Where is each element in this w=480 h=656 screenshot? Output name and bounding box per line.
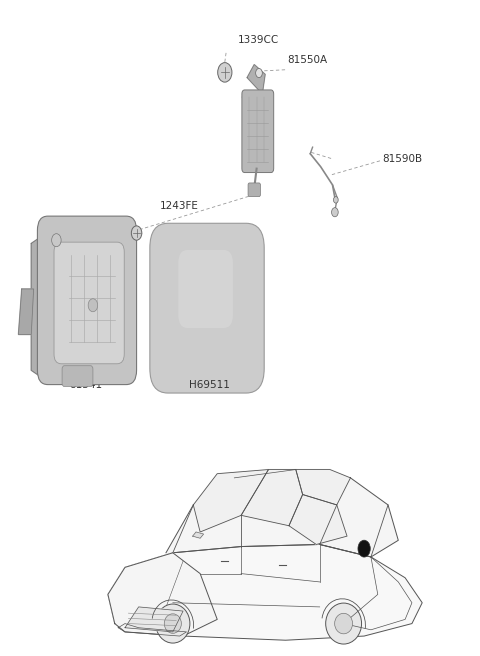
Polygon shape bbox=[247, 64, 265, 94]
Polygon shape bbox=[193, 470, 268, 532]
FancyBboxPatch shape bbox=[242, 90, 274, 173]
Ellipse shape bbox=[164, 614, 181, 633]
Polygon shape bbox=[241, 470, 302, 525]
Circle shape bbox=[332, 208, 338, 216]
FancyBboxPatch shape bbox=[179, 250, 233, 328]
FancyBboxPatch shape bbox=[248, 183, 261, 197]
Text: 81550A: 81550A bbox=[288, 54, 327, 64]
Circle shape bbox=[132, 226, 142, 240]
Circle shape bbox=[88, 298, 97, 312]
Circle shape bbox=[218, 62, 232, 82]
FancyBboxPatch shape bbox=[150, 223, 264, 393]
Polygon shape bbox=[192, 532, 204, 538]
Polygon shape bbox=[289, 495, 347, 544]
Circle shape bbox=[358, 540, 370, 557]
Polygon shape bbox=[108, 544, 422, 640]
Polygon shape bbox=[18, 289, 34, 335]
Polygon shape bbox=[242, 94, 248, 113]
Polygon shape bbox=[296, 470, 350, 505]
Circle shape bbox=[256, 68, 262, 77]
Circle shape bbox=[334, 197, 338, 203]
Text: 81541: 81541 bbox=[69, 380, 102, 390]
Text: 1243FE: 1243FE bbox=[159, 201, 198, 211]
FancyBboxPatch shape bbox=[54, 242, 124, 364]
Text: 81590B: 81590B bbox=[383, 154, 422, 164]
Polygon shape bbox=[125, 607, 183, 632]
Ellipse shape bbox=[156, 604, 190, 643]
Polygon shape bbox=[166, 470, 398, 557]
Ellipse shape bbox=[326, 603, 361, 644]
Polygon shape bbox=[31, 230, 126, 383]
Text: H69511: H69511 bbox=[189, 380, 229, 390]
Text: 1339CC: 1339CC bbox=[238, 35, 279, 45]
Circle shape bbox=[52, 234, 61, 247]
Polygon shape bbox=[108, 553, 217, 636]
Ellipse shape bbox=[335, 613, 353, 634]
FancyBboxPatch shape bbox=[37, 216, 137, 384]
FancyBboxPatch shape bbox=[62, 366, 93, 386]
